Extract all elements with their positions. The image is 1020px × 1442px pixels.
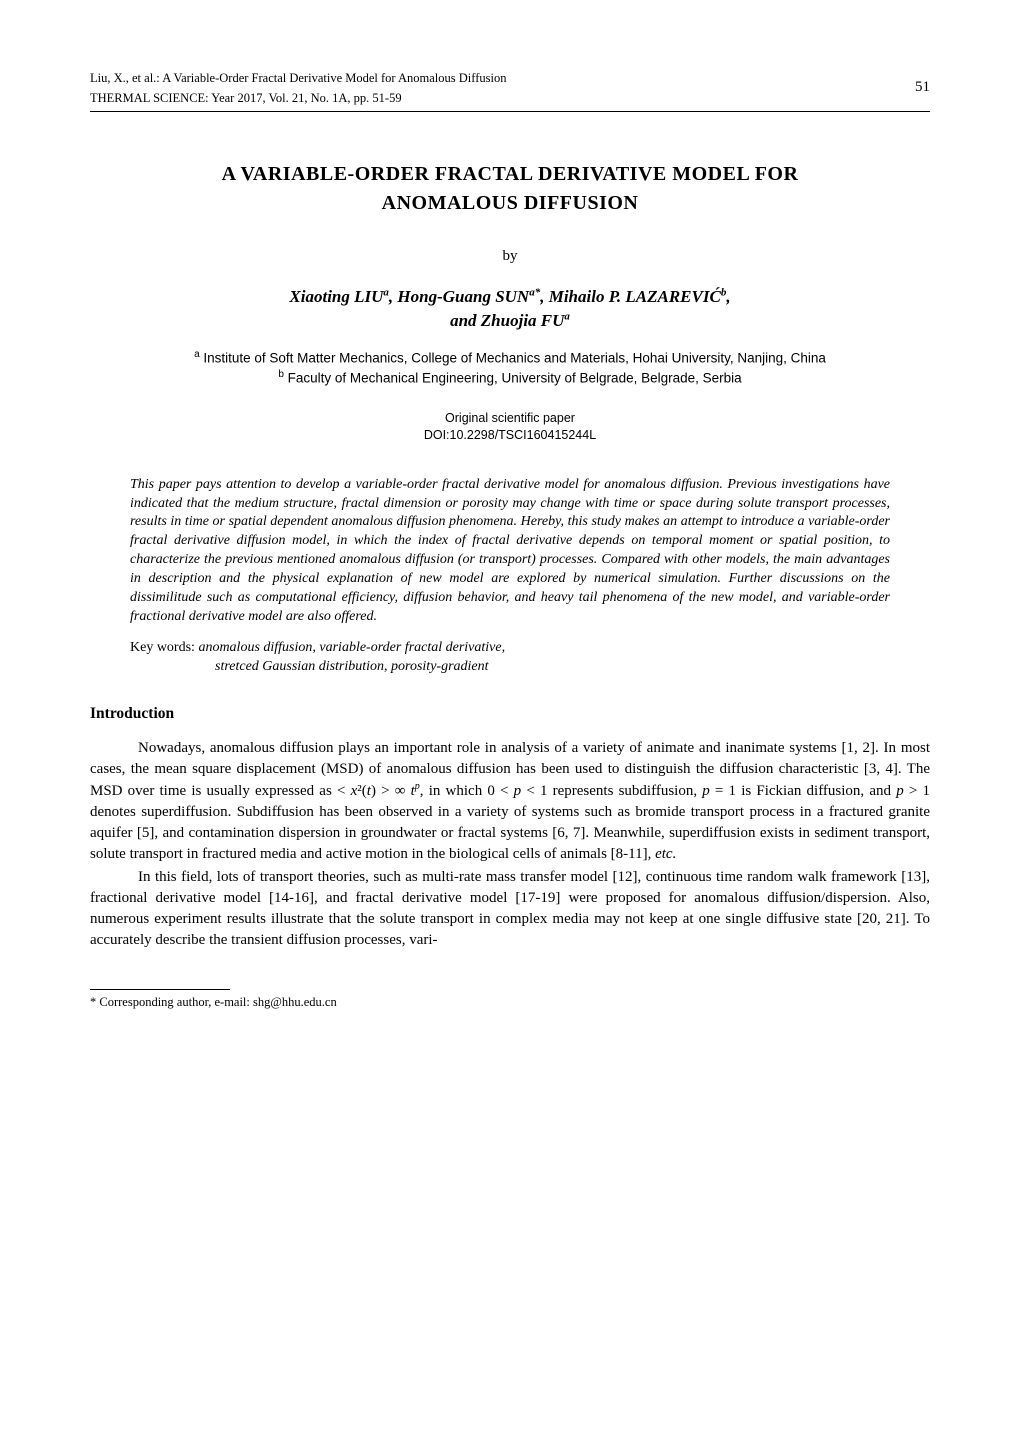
- author-3: Mihailo P. LAZAREVIĆ: [549, 287, 721, 306]
- p1-text-b: ²(: [357, 783, 367, 799]
- intro-paragraph-1: Nowadays, anomalous diffusion plays an i…: [90, 738, 930, 865]
- running-head-line2: THERMAL SCIENCE: Year 2017, Vol. 21, No.…: [90, 90, 930, 106]
- footnote-divider: [90, 989, 230, 990]
- abstract: This paper pays attention to develop a v…: [130, 476, 890, 627]
- title-line1: A VARIABLE-ORDER FRACTAL DERIVATIVE MODE…: [222, 163, 799, 185]
- authors: Xiaoting LIUa, Hong-Guang SUNa*, Mihailo…: [90, 285, 930, 334]
- by-label: by: [90, 246, 930, 267]
- intro-paragraph-2: In this field, lots of transport theorie…: [90, 867, 930, 951]
- keywords-list-2: stretced Gaussian distribution, porosity…: [215, 659, 489, 674]
- paper-type: Original scientific paper: [445, 411, 575, 425]
- author-1: Xiaoting LIU: [289, 287, 383, 306]
- section-heading-introduction: Introduction: [90, 703, 930, 725]
- author-3-affil: b: [721, 286, 727, 298]
- author-and: and: [450, 311, 476, 330]
- p1-text-f: = 1 is Fickian diffusion, and: [710, 783, 896, 799]
- author-2-affil: a*: [529, 286, 540, 298]
- keywords: Key words: anomalous diffusion, variable…: [130, 639, 890, 677]
- page-number: 51: [915, 77, 930, 98]
- p1-text-e: < 1 represents subdiffusion,: [521, 783, 702, 799]
- p1-text-d: , in which 0 <: [420, 783, 514, 799]
- paper-meta: Original scientific paper DOI:10.2298/TS…: [90, 410, 930, 444]
- p1-sym-p2: p: [702, 783, 710, 799]
- paper-title: A VARIABLE-ORDER FRACTAL DERIVATIVE MODE…: [90, 160, 930, 218]
- header-divider: 51: [90, 111, 930, 112]
- keywords-label: Key words:: [130, 640, 198, 655]
- title-line2: ANOMALOUS DIFFUSION: [382, 192, 639, 214]
- p1-etc: etc.: [655, 846, 676, 862]
- affil-b: Faculty of Mechanical Engineering, Unive…: [284, 370, 742, 385]
- running-head: Liu, X., et al.: A Variable-Order Fracta…: [90, 70, 930, 107]
- keywords-list-1: anomalous diffusion, variable-order frac…: [198, 640, 505, 655]
- affiliations: a Institute of Soft Matter Mechanics, Co…: [90, 348, 930, 388]
- p1-sym-p3: p: [896, 783, 904, 799]
- author-2: Hong-Guang SUN: [397, 287, 529, 306]
- paper-doi: DOI:10.2298/TSCI160415244L: [424, 428, 596, 442]
- footnote-corresponding: * Corresponding author, e-mail: shg@hhu.…: [90, 994, 930, 1012]
- running-head-line1: Liu, X., et al.: A Variable-Order Fracta…: [90, 70, 930, 86]
- author-1-affil: a: [383, 286, 389, 298]
- author-4: Zhuojia FU: [481, 311, 565, 330]
- p1-text-c: ) > ∞: [371, 783, 411, 799]
- author-4-affil: a: [564, 310, 570, 322]
- affil-a: Institute of Soft Matter Mechanics, Coll…: [200, 350, 826, 365]
